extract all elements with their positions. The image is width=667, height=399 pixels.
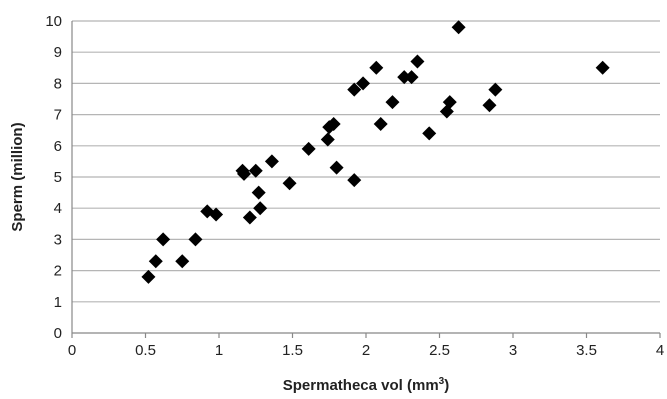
data-point (488, 82, 503, 97)
y-tick-labels: 0 1 2 3 4 5 6 7 8 9 10 (45, 13, 62, 342)
y-tick-label: 4 (54, 200, 62, 217)
y-tick-label: 0 (54, 325, 62, 342)
data-point (385, 95, 400, 110)
data-point (320, 132, 335, 147)
y-tick-label: 6 (54, 138, 62, 155)
data-point (369, 60, 384, 75)
x-tick-label: 1 (215, 342, 223, 359)
data-point (451, 20, 466, 35)
x-axis-title: Spermatheca vol (mm3) (283, 376, 449, 394)
data-point (410, 54, 425, 69)
x-tick-labels: 0 0.5 1 1.5 2 2.5 3 3.5 4 (68, 333, 664, 359)
data-point (148, 254, 163, 269)
data-point (141, 269, 156, 284)
data-point (595, 60, 610, 75)
x-tick-label: 1.5 (282, 342, 303, 359)
y-tick-label: 9 (54, 44, 62, 61)
data-point (209, 207, 224, 222)
data-point (188, 232, 203, 247)
x-axis-title-close: ) (444, 377, 449, 394)
x-axis-title-text: Spermatheca vol (mm (283, 377, 439, 394)
data-point (326, 116, 341, 131)
x-axis-title-superscript: 3 (439, 376, 445, 387)
data-point (347, 173, 362, 188)
x-tick-label: 3 (509, 342, 517, 359)
x-tick-label: 0 (68, 342, 76, 359)
y-tick-label: 3 (54, 231, 62, 248)
x-tick-label: 3.5 (576, 342, 597, 359)
data-point (347, 82, 362, 97)
y-tick-label: 2 (54, 263, 62, 280)
data-point (329, 160, 344, 175)
data-point (373, 116, 388, 131)
data-point (264, 154, 279, 169)
data-point (482, 98, 497, 113)
x-tick-label: 4 (656, 342, 664, 359)
y-axis-title: Sperm (million) (9, 122, 26, 231)
data-points (141, 20, 610, 284)
y-tick-label: 8 (54, 75, 62, 92)
y-tick-label: 5 (54, 169, 62, 186)
data-point (236, 166, 251, 181)
data-point (282, 176, 297, 191)
data-point (442, 95, 457, 110)
data-point (175, 254, 190, 269)
data-point (248, 163, 263, 178)
data-point (397, 70, 412, 85)
data-point (156, 232, 171, 247)
data-point (301, 141, 316, 156)
y-tick-label: 1 (54, 294, 62, 311)
data-point (356, 76, 371, 91)
data-point (422, 126, 437, 141)
y-tick-label: 7 (54, 107, 62, 124)
data-point (251, 185, 266, 200)
data-point (404, 70, 419, 85)
data-point (253, 201, 268, 216)
x-tick-label: 2.5 (429, 342, 450, 359)
x-tick-label: 0.5 (135, 342, 156, 359)
x-tick-label: 2 (362, 342, 370, 359)
y-tick-label: 10 (45, 13, 62, 30)
data-point (242, 210, 257, 225)
